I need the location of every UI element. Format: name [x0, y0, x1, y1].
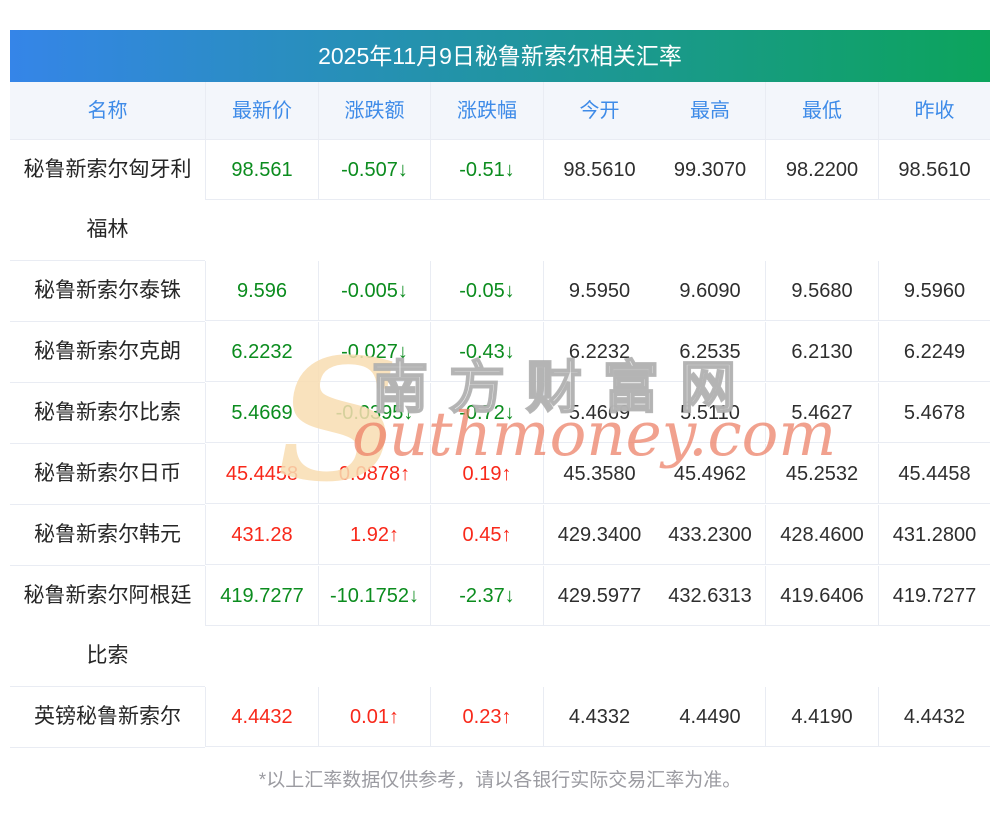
column-header-name: 名称: [10, 82, 205, 140]
table-row: 秘鲁新索尔匈牙利福林98.561-0.507↓-0.51↓98.561099.3…: [10, 140, 990, 261]
change-percent-cell: -0.72↓: [430, 383, 543, 443]
change-percent-cell: -0.43↓: [430, 322, 543, 382]
open-cell: 9.5950: [543, 261, 655, 321]
change-amount-cell: -0.027↓: [318, 322, 430, 382]
latest-price-cell: 4.4432: [205, 687, 318, 747]
open-cell: 6.2232: [543, 322, 655, 382]
low-cell: 5.4627: [765, 383, 878, 443]
prev-close-cell: 4.4432: [878, 687, 990, 747]
name-cell: 秘鲁新索尔日币: [10, 444, 205, 505]
column-header-change: 涨跌额: [318, 82, 430, 140]
latest-price-cell: 431.28: [205, 505, 318, 565]
high-cell: 432.6313: [655, 566, 765, 626]
name-cell: 秘鲁新索尔韩元: [10, 505, 205, 566]
exchange-rate-table: 2025年11月9日秘鲁新索尔相关汇率 名称最新价涨跌额涨跌幅今开最高最低昨收 …: [10, 30, 990, 748]
latest-price-cell: 419.7277: [205, 566, 318, 626]
name-cell: 秘鲁新索尔阿根廷比索: [10, 566, 205, 687]
open-cell: 98.5610: [543, 140, 655, 200]
change-percent-cell: -0.51↓: [430, 140, 543, 200]
table-row: 英镑秘鲁新索尔4.44320.01↑0.23↑4.43324.44904.419…: [10, 687, 990, 748]
table-body: 秘鲁新索尔匈牙利福林98.561-0.507↓-0.51↓98.561099.3…: [10, 140, 990, 748]
prev-close-cell: 5.4678: [878, 383, 990, 443]
column-header-high: 最高: [655, 82, 765, 140]
latest-price-cell: 6.2232: [205, 322, 318, 382]
change-amount-cell: 0.01↑: [318, 687, 430, 747]
latest-price-cell: 45.4458: [205, 444, 318, 504]
change-amount-cell: -0.507↓: [318, 140, 430, 200]
table-row: 秘鲁新索尔阿根廷比索419.7277-10.1752↓-2.37↓429.597…: [10, 566, 990, 687]
change-percent-cell: -0.05↓: [430, 261, 543, 321]
prev-close-cell: 419.7277: [878, 566, 990, 626]
change-percent-cell: 0.45↑: [430, 505, 543, 565]
low-cell: 6.2130: [765, 322, 878, 382]
low-cell: 45.2532: [765, 444, 878, 504]
name-cell: 秘鲁新索尔克朗: [10, 322, 205, 383]
high-cell: 99.3070: [655, 140, 765, 200]
low-cell: 9.5680: [765, 261, 878, 321]
prev-close-cell: 6.2249: [878, 322, 990, 382]
table-header-row: 名称最新价涨跌额涨跌幅今开最高最低昨收: [10, 82, 990, 140]
change-percent-cell: 0.23↑: [430, 687, 543, 747]
latest-price-cell: 98.561: [205, 140, 318, 200]
change-amount-cell: 0.0878↑: [318, 444, 430, 504]
disclaimer-note: *以上汇率数据仅供参考，请以各银行实际交易汇率为准。: [10, 768, 990, 794]
high-cell: 45.4962: [655, 444, 765, 504]
change-amount-cell: -10.1752↓: [318, 566, 430, 626]
open-cell: 4.4332: [543, 687, 655, 747]
latest-price-cell: 5.4669: [205, 383, 318, 443]
table-row: 秘鲁新索尔比索5.4669-0.0395↓-0.72↓5.46695.51105…: [10, 383, 990, 444]
name-cell: 秘鲁新索尔泰铢: [10, 261, 205, 322]
high-cell: 9.6090: [655, 261, 765, 321]
name-cell: 秘鲁新索尔匈牙利福林: [10, 140, 205, 261]
change-percent-cell: -2.37↓: [430, 566, 543, 626]
high-cell: 4.4490: [655, 687, 765, 747]
high-cell: 6.2535: [655, 322, 765, 382]
column-header-low: 最低: [765, 82, 878, 140]
table-row: 秘鲁新索尔韩元431.281.92↑0.45↑429.3400433.23004…: [10, 505, 990, 566]
prev-close-cell: 45.4458: [878, 444, 990, 504]
low-cell: 4.4190: [765, 687, 878, 747]
open-cell: 45.3580: [543, 444, 655, 504]
table-title: 2025年11月9日秘鲁新索尔相关汇率: [10, 30, 990, 82]
column-header-prev: 昨收: [878, 82, 990, 140]
prev-close-cell: 9.5960: [878, 261, 990, 321]
change-amount-cell: -0.005↓: [318, 261, 430, 321]
high-cell: 5.5110: [655, 383, 765, 443]
open-cell: 429.3400: [543, 505, 655, 565]
column-header-pct: 涨跌幅: [430, 82, 543, 140]
low-cell: 428.4600: [765, 505, 878, 565]
column-header-latest: 最新价: [205, 82, 318, 140]
column-header-open: 今开: [543, 82, 655, 140]
table-row: 秘鲁新索尔日币45.44580.0878↑0.19↑45.358045.4962…: [10, 444, 990, 505]
change-amount-cell: 1.92↑: [318, 505, 430, 565]
table-row: 秘鲁新索尔泰铢9.596-0.005↓-0.05↓9.59509.60909.5…: [10, 261, 990, 322]
name-cell: 秘鲁新索尔比索: [10, 383, 205, 444]
change-percent-cell: 0.19↑: [430, 444, 543, 504]
high-cell: 433.2300: [655, 505, 765, 565]
latest-price-cell: 9.596: [205, 261, 318, 321]
open-cell: 5.4669: [543, 383, 655, 443]
open-cell: 429.5977: [543, 566, 655, 626]
name-cell: 英镑秘鲁新索尔: [10, 687, 205, 748]
prev-close-cell: 431.2800: [878, 505, 990, 565]
low-cell: 419.6406: [765, 566, 878, 626]
table-row: 秘鲁新索尔克朗6.2232-0.027↓-0.43↓6.22326.25356.…: [10, 322, 990, 383]
low-cell: 98.2200: [765, 140, 878, 200]
change-amount-cell: -0.0395↓: [318, 383, 430, 443]
prev-close-cell: 98.5610: [878, 140, 990, 200]
exchange-rate-page: 2025年11月9日秘鲁新索尔相关汇率 名称最新价涨跌额涨跌幅今开最高最低昨收 …: [0, 0, 1000, 817]
